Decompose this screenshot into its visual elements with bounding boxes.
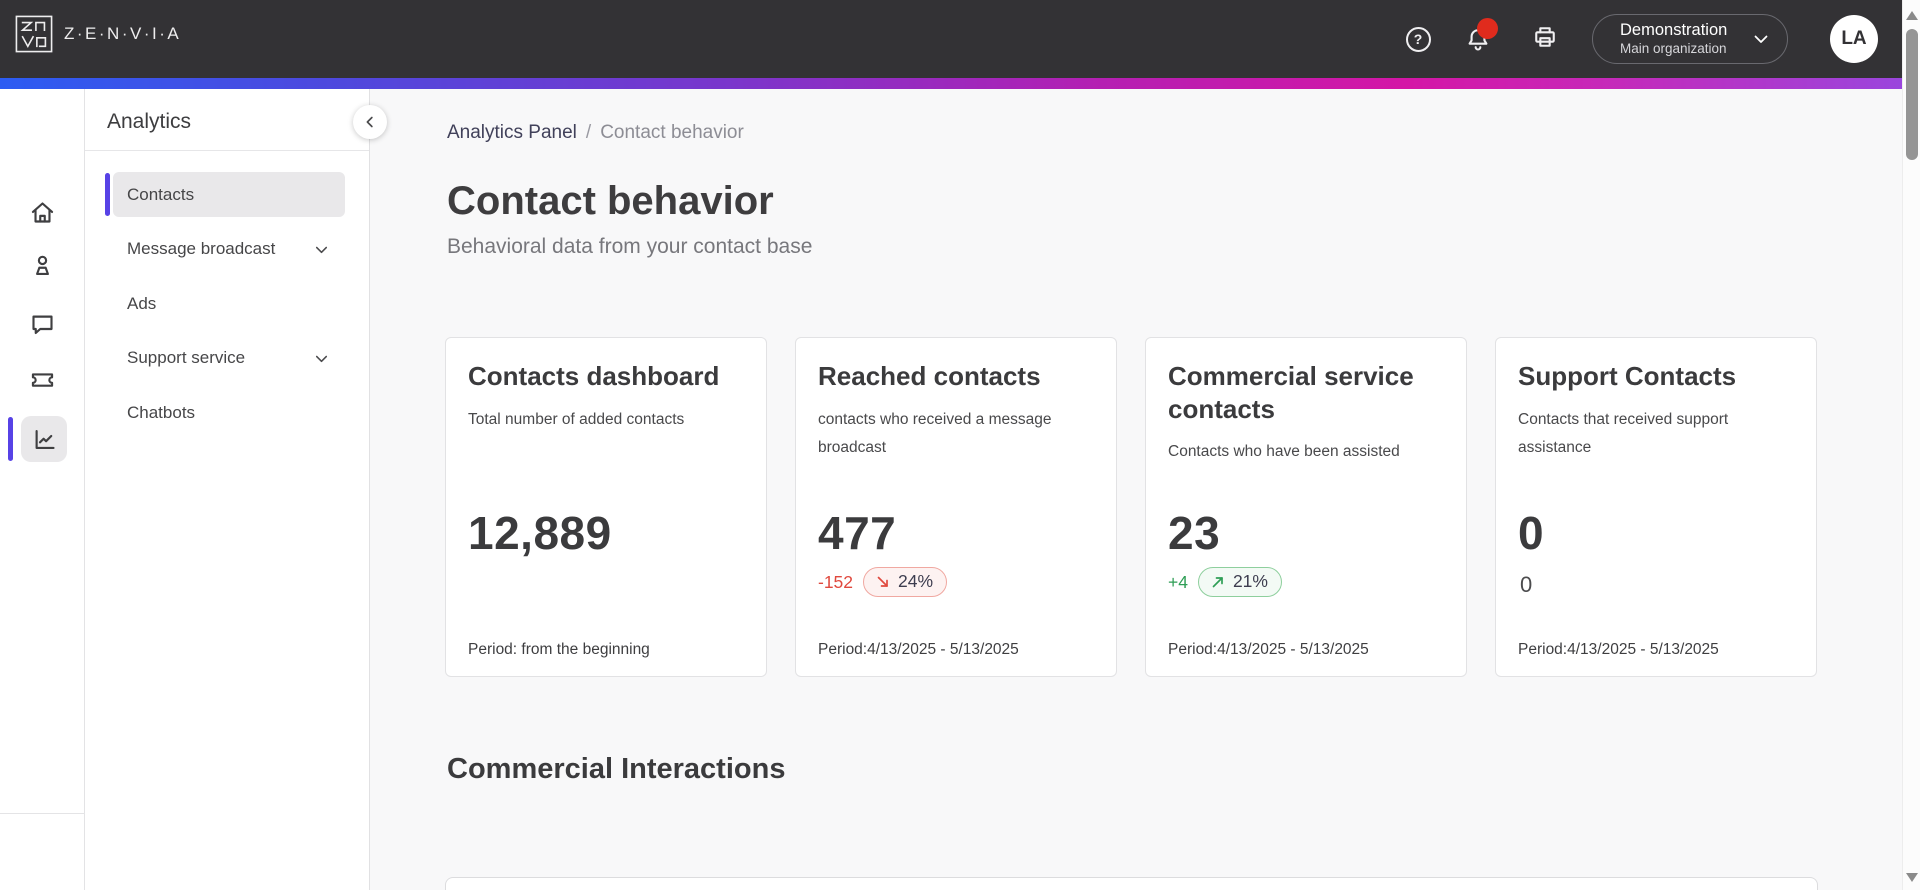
breadcrumb-separator: / [585,122,592,143]
rail-item-tickets[interactable] [29,366,56,393]
card-title: Commercial service contacts [1168,361,1414,424]
chat-icon [32,315,53,335]
help-icon: ? [1405,26,1431,52]
chevron-left-icon [366,116,373,128]
scrollbar-thumb[interactable] [1906,29,1918,160]
organization-subtitle: Main organization [1620,40,1727,56]
delta-percent: 21% [1232,571,1268,591]
rail-item-contacts[interactable] [29,252,56,279]
brand-text: Z·E·N·V·I·A [64,24,182,43]
menu-item-support-service[interactable]: Support service [113,336,345,381]
main-content: Analytics Panel / Contact behavior Conta… [370,89,1902,890]
card-support-contacts: Support Contacts Contacts that received … [1495,337,1817,677]
printer-icon [1531,23,1559,56]
card-contacts-dashboard: Contacts dashboard Total number of added… [445,337,767,677]
top-header: Z·E·N·V·I·A ? Demonstration Main organiz… [0,0,1902,78]
commercial-interactions-panel-partial [445,877,1818,890]
delta-percent: 24% [898,571,934,591]
card-value: 12,889 [468,507,612,559]
print-button[interactable] [1531,25,1559,53]
zenvia-logo-icon [15,15,53,53]
trend-badge-down: 24% [863,567,948,597]
brand[interactable]: Z·E·N·V·I·A [15,15,181,53]
page-subtitle: Behavioral data from your contact base [447,235,813,258]
bell-icon [1464,18,1498,53]
scrollbar-up-arrow[interactable] [1906,11,1918,20]
breadcrumb: Analytics Panel / Contact behavior [447,122,744,144]
menu-item-label: Ads [127,293,157,313]
trend-badge-up: 21% [1197,567,1282,597]
kpi-cards-row: Contacts dashboard Total number of added… [445,337,1817,677]
chevron-down-icon [1749,27,1773,51]
card-period: Period:4/13/2025 - 5/13/2025 [1518,641,1719,658]
card-title: Reached contacts [818,361,1041,391]
card-reached-contacts: Reached contacts contacts who received a… [795,337,1117,677]
rail-divider [0,813,85,814]
card-delta-row: +4 21% [1168,567,1282,597]
arrow-down-right-icon [877,576,888,587]
menu-item-ads[interactable]: Ads [113,281,345,326]
analytics-panel: Analytics Contacts Message broadcast Ads… [85,89,370,890]
organization-name: Demonstration [1620,21,1728,40]
breadcrumb-parent[interactable]: Analytics Panel [447,122,577,143]
chevron-down-icon [312,349,331,368]
home-icon [31,202,54,223]
card-period: Period: from the beginning [468,641,650,658]
section-title-commercial-interactions: Commercial Interactions [447,753,786,785]
person-icon [36,255,49,276]
card-value: 23 [1168,507,1221,559]
panel-menu: Contacts Message broadcast Ads Support s… [105,172,345,445]
card-value: 0 [1518,507,1545,559]
help-button[interactable]: ? [1404,25,1432,53]
menu-item-label: Message broadcast [127,239,276,258]
avatar[interactable]: LA [1830,15,1878,63]
icon-rail [0,89,85,890]
panel-collapse-button[interactable] [353,105,387,139]
notifications-button[interactable] [1464,18,1498,53]
menu-item-message-broadcast[interactable]: Message broadcast [113,227,345,272]
scrollbar-down-arrow[interactable] [1906,873,1918,882]
notification-badge [1477,18,1498,39]
breadcrumb-current: Contact behavior [600,122,744,143]
analytics-icon [35,429,55,449]
card-description: contacts who received a message broadcas… [818,410,1052,457]
arrow-up-right-icon [1212,576,1223,587]
brand-gradient-bar [0,78,1902,89]
organization-selector[interactable]: Demonstration Main organization [1592,14,1788,64]
rail-item-conversations[interactable] [29,311,56,338]
page-scrollbar[interactable] [1902,0,1920,890]
card-period: Period:4/13/2025 - 5/13/2025 [818,641,1019,658]
menu-item-chatbots[interactable]: Chatbots [113,390,345,435]
ticket-icon [31,373,54,387]
panel-title: Analytics [107,110,192,133]
card-delta-row: -152 24% [818,567,948,597]
rail-active-indicator [8,417,13,461]
card-description: Contacts that received support assistanc… [1518,410,1729,457]
card-description: Total number of added contacts [468,410,685,428]
card-value: 477 [818,507,897,559]
menu-item-label: Chatbots [127,402,196,422]
card-commercial-service-contacts: Commercial service contacts Contacts who… [1145,337,1467,677]
card-secondary-value: 0 [1520,572,1533,597]
chevron-down-icon [312,240,331,259]
menu-item-contacts[interactable]: Contacts [105,172,345,217]
panel-divider [85,150,369,151]
rail-item-home[interactable] [29,199,56,226]
card-title: Contacts dashboard [468,361,720,391]
rail-item-analytics[interactable] [21,416,67,462]
delta-value: -152 [818,571,854,592]
menu-item-label: Contacts [127,184,195,204]
page-title: Contact behavior [447,179,774,223]
delta-value: +4 [1168,571,1188,592]
menu-item-label: Support service [127,348,246,367]
card-description: Contacts who have been assisted [1168,443,1400,460]
card-period: Period:4/13/2025 - 5/13/2025 [1168,641,1369,658]
card-title: Support Contacts [1518,361,1737,391]
